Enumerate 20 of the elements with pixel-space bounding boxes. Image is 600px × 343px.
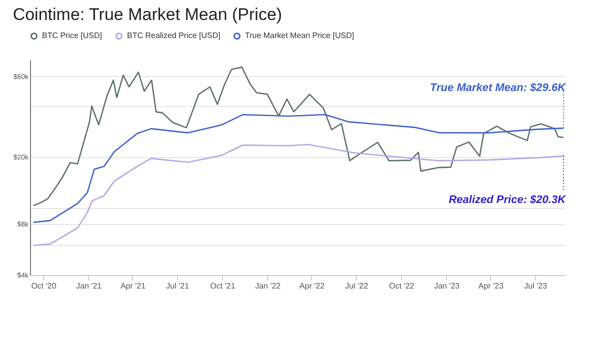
x-tick-label: Apr '21 — [120, 282, 146, 290]
annotation: True Market Mean: $29.6K — [430, 82, 567, 94]
legend-label: BTC Price [USD] — [42, 31, 102, 40]
legend-label: BTC Realized Price [USD] — [127, 31, 220, 40]
x-tick-label: Apr '22 — [299, 282, 326, 290]
x-tick-label: Jan '22 — [255, 282, 282, 290]
x-tick-label: Jul '21 — [166, 282, 190, 290]
line-series — [32, 66, 564, 206]
line-series — [32, 144, 564, 246]
legend-label: True Market Mean Price [USD] — [245, 31, 354, 40]
x-tick-label: Jan '21 — [76, 282, 102, 290]
x-tick-label: Jan '23 — [434, 282, 460, 290]
x-tick-label: Jul '22 — [345, 282, 369, 290]
x-tick-label: Apr '23 — [478, 282, 504, 290]
annotation: Realized Price: $20.3K — [448, 194, 567, 206]
x-tick-label: Oct '21 — [210, 282, 236, 290]
x-tick-label: Jul '23 — [524, 282, 548, 290]
x-tick-label: Oct '20 — [31, 282, 57, 290]
chart-title: Cointime: True Market Mean (Price) — [12, 5, 282, 24]
x-tick-label: Oct '22 — [389, 282, 415, 290]
